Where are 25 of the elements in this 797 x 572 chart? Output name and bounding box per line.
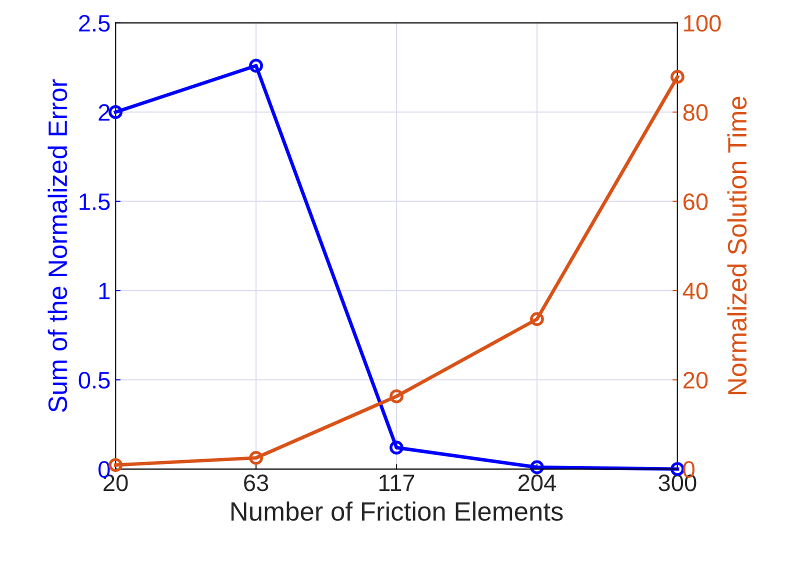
y2-tick-label: 20 [684, 372, 708, 389]
x-tick-label: 117 [379, 474, 414, 492]
y-tick-label: 1.5 [80, 194, 110, 210]
y2-tick-label: 40 [682, 282, 708, 300]
point [530, 312, 544, 326]
point [670, 70, 684, 84]
x-tick-label: 63 [244, 474, 268, 492]
y2-tick-label: 60 [684, 193, 708, 210]
y-tick-label: 1 [99, 282, 110, 300]
point [249, 58, 263, 73]
point [108, 458, 123, 472]
y-tick-label: 2.5 [79, 14, 110, 32]
y-tick-label: 0.5 [78, 372, 110, 389]
y-tick-label: 2 [98, 104, 110, 121]
y-axis-title: Sum of the Normalized Error [48, 79, 68, 412]
point [249, 450, 263, 465]
y2-tick-label: 80 [683, 104, 708, 121]
point [390, 440, 404, 455]
point [390, 389, 404, 404]
x-tick-label: 204 [518, 474, 556, 492]
y2-axis-title: Normalized Solution Time [727, 96, 747, 394]
x-axis-title: Number of Friction Elements [231, 501, 563, 521]
point [108, 105, 123, 120]
point [530, 460, 544, 474]
y2-tick-label: 100 [684, 14, 721, 32]
